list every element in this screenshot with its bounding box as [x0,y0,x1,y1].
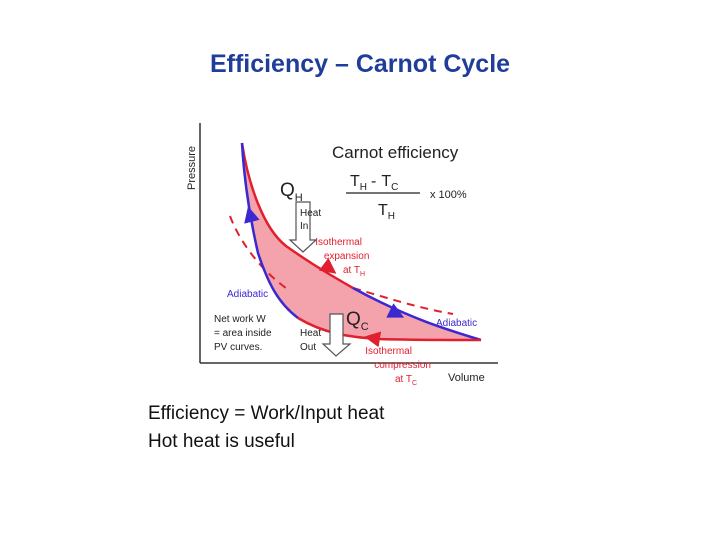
formula-multiplier: x 100% [430,189,467,201]
arrow-adiabatic-right [386,303,405,318]
net-work-label: Net work W = area inside PV curves. [214,314,274,353]
qh-label: QH [280,180,303,204]
isothermal-compression-label: Isothermal compression at TC [365,346,433,387]
y-axis-label: Pressure [186,146,198,190]
heat-out-label: Heat Out [300,328,324,353]
dashed-isotherm-hot [229,215,287,289]
formula-numerator: TH - TC [350,173,398,193]
adiabatic-expansion-curve [352,286,482,342]
adiabatic-left-label: Adiabatic [227,289,268,300]
net-work-area [242,143,481,340]
slide-body: Efficiency = Work/Input heat Hot heat is… [148,400,384,456]
arrow-expansion [318,257,337,274]
adiabatic-compression-curve [240,142,299,319]
qc-label: QC [346,309,369,333]
adiabatic-right-label: Adiabatic [436,318,477,329]
bullet-efficiency: Efficiency = Work/Input heat [148,403,385,424]
slide-title: Efficiency – Carnot Cycle [209,50,511,78]
bullet-hot-heat: Hot heat is useful [148,431,295,452]
efficiency-heading: Carnot efficiency [332,143,459,162]
arrow-compression [364,331,382,348]
formula-denominator: TH [378,202,395,222]
heat-in-label: Heat In [300,208,324,232]
carnot-cycle-diagram: Pressure Volume Carnot efficiency TH - TC … [186,123,498,387]
arrow-adiabatic-left [244,206,260,224]
heat-in-arrow [288,201,318,253]
isothermal-expansion-label: Isothermal expansion at TH [315,237,372,278]
heat-out-arrow [321,313,352,357]
x-axis-label: Volume [448,372,485,384]
